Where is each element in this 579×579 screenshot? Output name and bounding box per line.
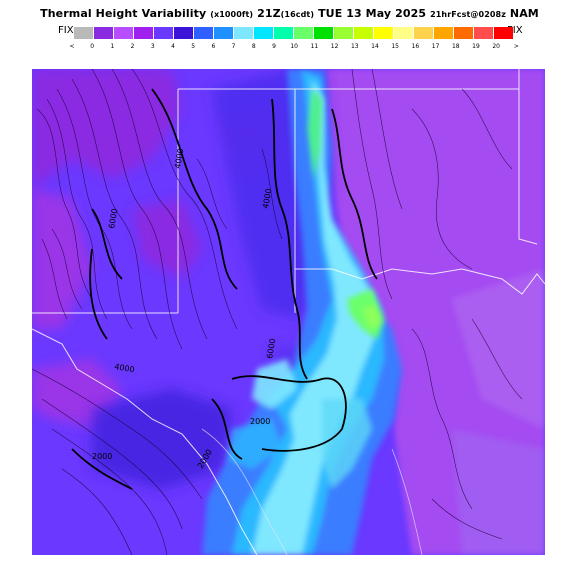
legend-swatch — [154, 27, 173, 39]
title-model: NAM — [509, 7, 539, 20]
thermal-height-map: 4000 6000 4000 6000 4000 2000 2000 2000 — [32, 69, 545, 555]
contour-lines — [32, 69, 523, 555]
contour-thick — [71, 88, 378, 490]
title-main: Thermal Height Variability — [40, 7, 207, 20]
legend-tick-label: 0 — [90, 43, 95, 50]
legend-tick-label: 9 — [272, 43, 276, 50]
contour-label: 6000 — [265, 338, 277, 360]
title-date: TUE 13 May 2025 — [318, 7, 427, 20]
legend-tick-label: 14 — [371, 43, 379, 50]
legend-swatch — [114, 27, 133, 39]
legend-swatch — [414, 27, 433, 39]
legend-swatch — [74, 27, 93, 39]
legend-tick-label: 12 — [330, 43, 339, 50]
legend-swatch — [434, 27, 453, 39]
legend-swatch — [474, 27, 493, 39]
legend-swatch — [94, 27, 113, 39]
legend-tick-label: 1 — [110, 43, 115, 50]
legend-tick-label: 5 — [191, 43, 196, 50]
legend-swatch — [274, 27, 293, 39]
legend-tick-label: 20 — [492, 43, 501, 50]
fix-left-label: FIX — [58, 25, 74, 36]
legend-tick-label: 6 — [211, 43, 216, 50]
map-title: Thermal Height Variability (x1000ft) 21Z… — [0, 7, 579, 20]
legend-swatch — [354, 27, 373, 39]
legend-tick-label: 10 — [290, 43, 299, 50]
title-units: (x1000ft) — [210, 10, 254, 19]
legend-swatch — [334, 27, 353, 39]
legend-tick-label: 2 — [130, 43, 135, 50]
contour-label: 4000 — [261, 188, 273, 210]
legend-tick-label: 19 — [472, 43, 480, 50]
contour-label: 4000 — [114, 362, 136, 374]
legend-swatch — [294, 27, 313, 39]
legend-tick-label: 17 — [431, 43, 440, 50]
legend-swatch — [254, 27, 273, 39]
legend-tick-label: < — [69, 43, 75, 50]
legend-swatch — [394, 27, 413, 39]
legend-tick-label: 18 — [451, 43, 460, 50]
legend-tick-label: 13 — [350, 43, 359, 50]
state-borders — [32, 69, 545, 555]
legend-swatch — [494, 27, 513, 39]
legend-tick-label: 16 — [411, 43, 420, 50]
legend-tick-label: 11 — [310, 43, 319, 50]
legend-tick-label: 7 — [231, 43, 236, 50]
cyan-corridor — [202, 69, 402, 555]
legend-swatch — [374, 27, 393, 39]
fix-right-label: FIX — [507, 25, 523, 36]
contour-label: 4000 — [173, 148, 185, 170]
legend-tick-label: 3 — [150, 43, 155, 50]
east-low-region — [324, 69, 545, 555]
title-time: 21Z — [257, 7, 281, 20]
contour-label: 6000 — [107, 208, 119, 230]
title-forecast: 21hrFcst@0208z — [430, 10, 506, 19]
contour-label: 2000 — [92, 452, 112, 461]
legend-ticks: <0 1 2 3 4 5 6 7 8 9 10 11 12 13 14 15 16 17 18 19 20 > — [64, 43, 518, 53]
color-legend — [74, 27, 514, 40]
legend-swatch — [454, 27, 473, 39]
legend-swatch — [194, 27, 213, 39]
legend-tick-label: 15 — [391, 43, 400, 50]
legend-tick-label: > — [513, 43, 519, 50]
legend-swatch — [314, 27, 333, 39]
legend-tick-label: 8 — [251, 43, 256, 50]
water-lines — [201, 428, 423, 555]
legend-swatch — [214, 27, 233, 39]
legend-swatch — [134, 27, 153, 39]
legend-swatch — [234, 27, 253, 39]
legend-tick-label: 4 — [171, 43, 175, 50]
green-hotspots — [308, 89, 384, 339]
legend-swatch — [174, 27, 193, 39]
title-local: (16cdt) — [280, 10, 315, 19]
contour-label: 2000 — [250, 417, 270, 426]
